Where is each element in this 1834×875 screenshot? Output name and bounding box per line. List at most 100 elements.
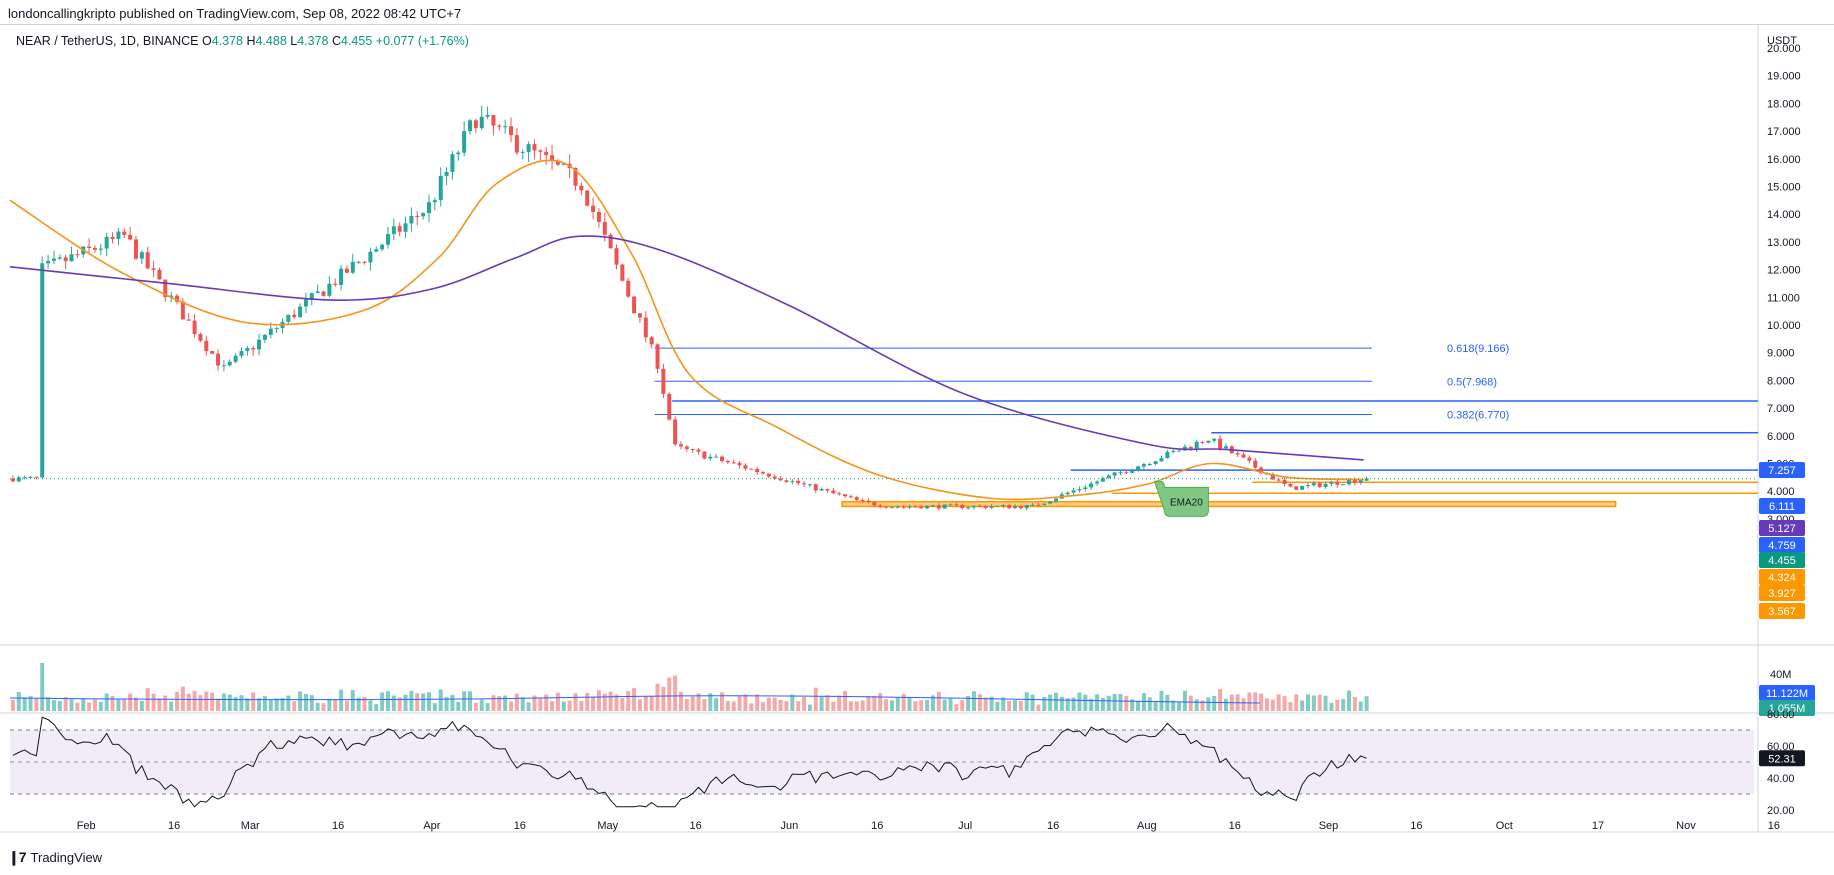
volume-bar xyxy=(385,691,390,711)
candle-body xyxy=(608,234,613,249)
symbol-name[interactable]: NEAR / TetherUS, 1D, BINANCE xyxy=(16,34,199,48)
volume-bar xyxy=(128,693,133,711)
volume-layer xyxy=(9,663,1369,711)
volume-bar xyxy=(110,696,115,711)
time-tick-label: Apr xyxy=(423,820,440,832)
volume-bar xyxy=(936,691,941,711)
volume-bar xyxy=(1241,698,1246,711)
candle-body xyxy=(1253,460,1258,468)
volume-bar xyxy=(626,691,631,711)
candle-body xyxy=(186,319,191,321)
symbol-legend[interactable]: NEAR / TetherUS, 1D, BINANCE O4.378 H4.4… xyxy=(16,34,469,48)
volume-bar xyxy=(151,693,156,711)
chart-canvas[interactable]: 0.618(9.166) 0.5(7.968) 0.382(6.770) EMA20… xyxy=(0,25,1834,845)
candle-body xyxy=(796,480,801,484)
volume-ma-line xyxy=(9,695,1261,704)
volume-bar xyxy=(637,699,642,711)
candle-body xyxy=(702,451,707,459)
volume-bar xyxy=(948,698,953,711)
price-tick-label: 12.000 xyxy=(1767,265,1801,277)
volume-bar xyxy=(139,700,144,711)
candle-body xyxy=(303,299,308,307)
candle-body xyxy=(233,355,238,362)
candle-body xyxy=(995,505,1000,507)
annotation-text: EMA20 xyxy=(1170,497,1203,508)
volume-bar xyxy=(169,701,174,711)
candle-body xyxy=(34,476,39,478)
candle-body xyxy=(1165,451,1170,459)
volume-bar xyxy=(92,699,97,711)
rsi-tick-label: 40.00 xyxy=(1767,773,1795,785)
candle-body xyxy=(1188,446,1193,449)
volume-bar xyxy=(1024,692,1029,711)
volume-bar xyxy=(1282,696,1287,711)
volume-bar xyxy=(708,693,713,711)
candle-body xyxy=(239,351,244,356)
volume-bar xyxy=(421,693,426,711)
candle-body xyxy=(286,314,291,322)
rsi-tick-label: 20.00 xyxy=(1767,805,1795,817)
volume-bar xyxy=(673,675,678,711)
candle-body xyxy=(889,507,894,509)
volume-bar xyxy=(503,695,508,711)
candle-body xyxy=(87,246,92,249)
volume-bar xyxy=(678,691,683,711)
candle-body xyxy=(942,504,947,509)
fib-level-label: 0.5(7.968) xyxy=(1447,376,1497,388)
candle-body xyxy=(1106,475,1111,479)
volume-bar xyxy=(925,699,930,711)
candle-body xyxy=(339,268,344,285)
time-axis[interactable]: Feb 16 Mar 16 Apr 16 May 16 Jun 16 Jul 16 Aug 16 Sep 16… xyxy=(77,820,1834,832)
candle-body xyxy=(596,211,601,222)
volume-bar xyxy=(649,696,654,711)
candle-body xyxy=(591,205,596,212)
volume-bar xyxy=(1223,698,1228,711)
ema20-annotation[interactable]: EMA20 xyxy=(1153,480,1209,517)
candle-body xyxy=(532,144,537,151)
price-axis[interactable]: 20.000 19.000 18.000 17.000 16.000 15.000 14.0… xyxy=(1767,43,1801,554)
volume-bar xyxy=(544,694,549,711)
candle-body xyxy=(503,126,508,128)
candle-body xyxy=(766,473,771,477)
volume-bar xyxy=(344,700,349,711)
candle-body xyxy=(1018,506,1023,509)
volume-bar xyxy=(719,692,724,711)
candle-body xyxy=(690,449,695,451)
support-zone-rect xyxy=(841,500,1617,508)
candle-body xyxy=(462,131,467,153)
candle-body xyxy=(731,462,736,464)
tradingview-logo[interactable]: ❙7 TradingView xyxy=(8,849,102,866)
candle-body xyxy=(772,476,777,479)
candle-body xyxy=(1329,481,1334,484)
candle-body xyxy=(391,226,396,235)
candle-body xyxy=(409,215,414,224)
volume-bar xyxy=(796,701,801,711)
volume-bar xyxy=(1153,702,1158,711)
volume-bar xyxy=(778,699,783,711)
header-divider xyxy=(0,24,1834,25)
candle-body xyxy=(110,236,115,239)
volume-bar xyxy=(1130,699,1135,711)
candle-body xyxy=(1159,458,1164,462)
candle-body xyxy=(1118,472,1123,474)
candle-body xyxy=(620,264,625,281)
candle-body xyxy=(10,478,15,482)
volume-bar xyxy=(555,692,560,711)
volume-bar xyxy=(784,701,789,711)
volume-bar xyxy=(339,689,344,711)
candle-body xyxy=(1124,472,1129,474)
candle-body xyxy=(415,215,420,217)
candle-body xyxy=(157,269,162,280)
volume-bar xyxy=(737,696,742,711)
volume-bar xyxy=(749,703,754,711)
candle-body xyxy=(520,151,525,153)
volume-bar xyxy=(1083,694,1088,711)
candle-body xyxy=(1259,467,1264,474)
time-tick-label: 16 xyxy=(1229,820,1241,832)
candle-body xyxy=(626,280,631,297)
volume-bar xyxy=(1095,694,1100,711)
change-value: +0.077 (+1.76%) xyxy=(375,34,469,48)
volume-bar xyxy=(1352,697,1357,711)
candle-body xyxy=(221,365,226,367)
volume-bar xyxy=(491,695,496,711)
